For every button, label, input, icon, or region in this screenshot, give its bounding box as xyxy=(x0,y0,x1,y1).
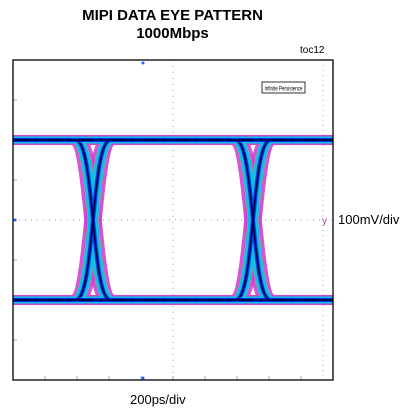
persistence-label: Infinite Persistence xyxy=(265,87,303,93)
scope-grid xyxy=(13,60,333,380)
cursor-marker-bottom xyxy=(142,377,145,380)
y-axis-label: 100mV/div xyxy=(338,212,399,227)
cursor-marker-left xyxy=(14,219,17,222)
persistence-box: Infinite Persistence xyxy=(262,82,305,93)
center-marker: y xyxy=(322,216,327,227)
x-axis-label: 200ps/div xyxy=(130,392,186,407)
cursor-marker-top xyxy=(142,62,145,65)
